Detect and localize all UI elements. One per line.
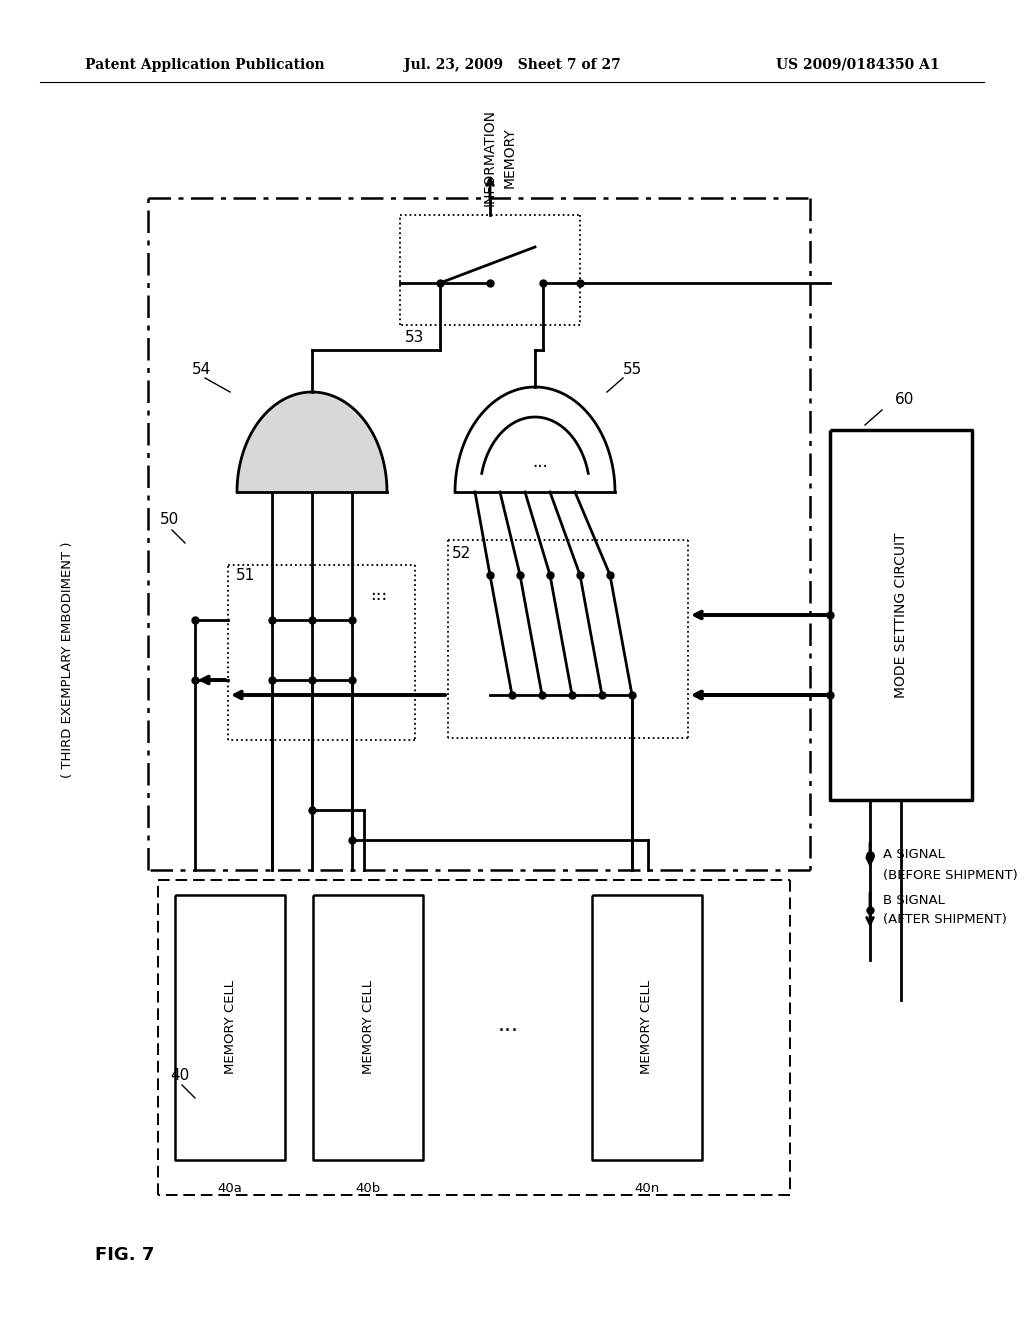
Text: ...: ... (370, 586, 387, 605)
Text: 40: 40 (170, 1068, 189, 1082)
Text: INFORMATION: INFORMATION (483, 110, 497, 206)
Text: B SIGNAL: B SIGNAL (883, 894, 945, 907)
Text: 51: 51 (236, 568, 255, 582)
Text: Patent Application Publication: Patent Application Publication (85, 58, 325, 73)
Text: ...: ... (498, 1015, 518, 1035)
Text: 60: 60 (895, 392, 914, 408)
Text: 54: 54 (193, 363, 211, 378)
Text: 53: 53 (406, 330, 424, 346)
Text: MEMORY: MEMORY (503, 128, 517, 189)
Text: MEMORY CELL: MEMORY CELL (361, 981, 375, 1074)
Text: 40n: 40n (635, 1181, 659, 1195)
Text: 40a: 40a (217, 1181, 243, 1195)
Text: ...: ... (532, 453, 548, 471)
Text: MEMORY CELL: MEMORY CELL (640, 981, 653, 1074)
Text: Jul. 23, 2009   Sheet 7 of 27: Jul. 23, 2009 Sheet 7 of 27 (403, 58, 621, 73)
Text: 52: 52 (452, 545, 471, 561)
Text: 50: 50 (160, 512, 179, 528)
Text: (BEFORE SHIPMENT): (BEFORE SHIPMENT) (883, 869, 1018, 882)
Text: A SIGNAL: A SIGNAL (883, 849, 945, 862)
Text: MODE SETTING CIRCUIT: MODE SETTING CIRCUIT (894, 532, 908, 698)
Text: ...: ... (370, 581, 387, 599)
Text: US 2009/0184350 A1: US 2009/0184350 A1 (776, 58, 940, 73)
Polygon shape (237, 392, 387, 492)
Text: 55: 55 (623, 363, 642, 378)
Text: MEMORY CELL: MEMORY CELL (223, 981, 237, 1074)
Text: (AFTER SHIPMENT): (AFTER SHIPMENT) (883, 913, 1007, 927)
Text: FIG. 7: FIG. 7 (95, 1246, 155, 1265)
Text: ( THIRD EXEMPLARY EMBODIMENT ): ( THIRD EXEMPLARY EMBODIMENT ) (61, 541, 75, 779)
Text: 40b: 40b (355, 1181, 381, 1195)
